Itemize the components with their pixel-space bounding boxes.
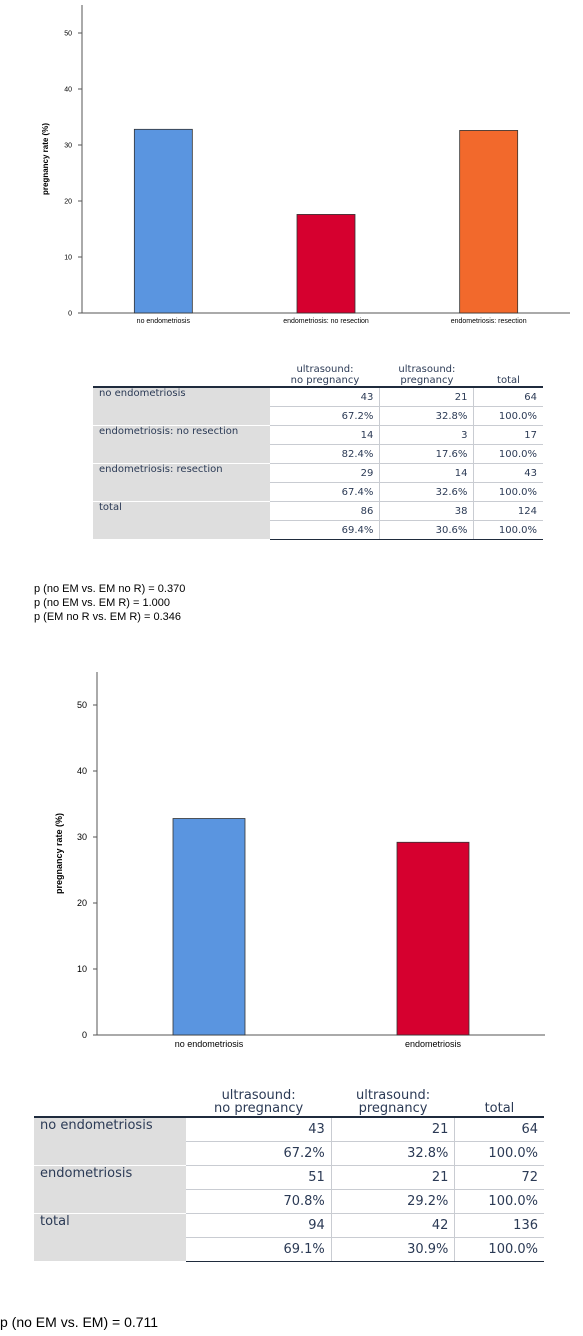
percent-cell: 30.6% <box>379 520 475 540</box>
count-cell: 43 <box>270 387 381 407</box>
bar <box>296 214 356 314</box>
percent-cell: 100.0% <box>454 1141 544 1166</box>
row-label: endometriosis <box>34 1165 186 1214</box>
count-cell: 17 <box>473 425 543 445</box>
col-header-no-pregnancy: ultrasound: no pregnancy <box>270 352 380 388</box>
y-axis-label: pregnancy rate (%) <box>41 123 50 195</box>
count-cell: 42 <box>331 1213 456 1238</box>
bar <box>396 841 470 1036</box>
percent-cell: 17.6% <box>379 444 475 464</box>
percent-cell: 69.1% <box>186 1237 332 1262</box>
count-cell: 136 <box>454 1213 544 1238</box>
count-cell: 124 <box>473 501 543 521</box>
x-category-label: no endometriosis <box>175 1039 244 1049</box>
percent-cell: 67.2% <box>186 1141 332 1166</box>
bar <box>459 130 519 314</box>
p-value-line: p (no EM vs. EM) = 0.711 <box>0 1314 159 1330</box>
bar <box>172 818 246 1036</box>
x-category-label: no endometriosis <box>137 318 191 325</box>
col-header-total: total <box>473 352 543 388</box>
bar-chart-three-groups: 0 10 20 30 40 50 pregnancy rate (%) no endometr… <box>41 5 570 325</box>
x-category-label: endometriosis: no resection <box>283 318 369 325</box>
col-header-pregnancy: ultrasound: pregnancy <box>331 1076 455 1118</box>
percent-cell: 29.2% <box>331 1189 456 1214</box>
corner-cell <box>93 352 270 388</box>
count-cell: 38 <box>379 501 475 521</box>
row-label-total: total <box>93 501 270 540</box>
count-cell: 29 <box>270 463 381 483</box>
count-cell: 72 <box>454 1165 544 1190</box>
count-cell: 64 <box>454 1117 544 1142</box>
p-value-line: p (no EM vs. EM no R) = 0.370 <box>34 583 186 595</box>
percent-cell: 67.4% <box>270 482 381 502</box>
y-axis-label: pregnancy rate (%) <box>54 813 64 894</box>
count-cell: 64 <box>473 387 543 407</box>
count-cell: 43 <box>186 1117 332 1142</box>
row-label: no endometriosis <box>93 387 270 426</box>
bar <box>133 128 193 314</box>
y-tick-label: 50 <box>64 30 72 37</box>
y-tick-label: 40 <box>77 766 87 776</box>
y-tick-label: 10 <box>77 964 87 974</box>
count-cell: 14 <box>270 425 381 445</box>
count-cell: 43 <box>473 463 543 483</box>
crosstab-two-groups: ultrasound: no pregnancy ultrasound: pre… <box>34 1076 544 1262</box>
percent-cell: 100.0% <box>454 1189 544 1214</box>
y-tick-label: 40 <box>64 86 72 93</box>
y-tick-label: 30 <box>77 832 87 842</box>
count-cell: 14 <box>379 463 475 483</box>
count-cell: 21 <box>331 1117 456 1142</box>
percent-cell: 100.0% <box>454 1237 544 1262</box>
count-cell: 86 <box>270 501 381 521</box>
percent-cell: 100.0% <box>473 482 543 502</box>
bar-chart-two-groups: 0 10 20 30 40 50 pregnancy rate (%) no endometr… <box>54 672 545 1049</box>
percent-cell: 82.4% <box>270 444 381 464</box>
corner-cell <box>34 1076 186 1118</box>
count-cell: 94 <box>186 1213 332 1238</box>
col-header-no-pregnancy: ultrasound: no pregnancy <box>186 1076 332 1118</box>
p-value-line: p (no EM vs. EM R) = 1.000 <box>34 597 171 609</box>
percent-cell: 67.2% <box>270 406 381 426</box>
percent-cell: 100.0% <box>473 520 543 540</box>
p-value-line: p (EM no R vs. EM R) = 0.346 <box>34 611 182 623</box>
percent-cell: 32.8% <box>379 406 475 426</box>
count-cell: 21 <box>379 387 475 407</box>
row-label: no endometriosis <box>34 1117 186 1166</box>
y-tick-label: 50 <box>77 700 87 710</box>
percent-cell: 100.0% <box>473 406 543 426</box>
count-cell: 21 <box>331 1165 456 1190</box>
row-label: endometriosis: resection <box>93 463 270 502</box>
row-label-total: total <box>34 1213 186 1262</box>
y-tick-label: 0 <box>82 1030 87 1040</box>
y-tick-label: 10 <box>64 254 72 261</box>
percent-cell: 70.8% <box>186 1189 332 1214</box>
count-cell: 3 <box>379 425 475 445</box>
y-tick-label: 20 <box>64 198 72 205</box>
percent-cell: 69.4% <box>270 520 381 540</box>
x-category-label: endometriosis: resection <box>451 318 527 325</box>
col-header-total: total <box>454 1076 544 1118</box>
y-tick-label: 20 <box>77 898 87 908</box>
percent-cell: 32.6% <box>379 482 475 502</box>
x-category-label: endometriosis <box>405 1039 462 1049</box>
crosstab-three-groups: ultrasound: no pregnancy ultrasound: pre… <box>93 352 543 540</box>
percent-cell: 32.8% <box>331 1141 456 1166</box>
percent-cell: 30.9% <box>331 1237 456 1262</box>
col-header-pregnancy: ultrasound: pregnancy <box>379 352 474 388</box>
row-label: endometriosis: no resection <box>93 425 270 464</box>
y-tick-label: 0 <box>68 310 72 317</box>
count-cell: 51 <box>186 1165 332 1190</box>
y-tick-label: 30 <box>64 142 72 149</box>
percent-cell: 100.0% <box>473 444 543 464</box>
